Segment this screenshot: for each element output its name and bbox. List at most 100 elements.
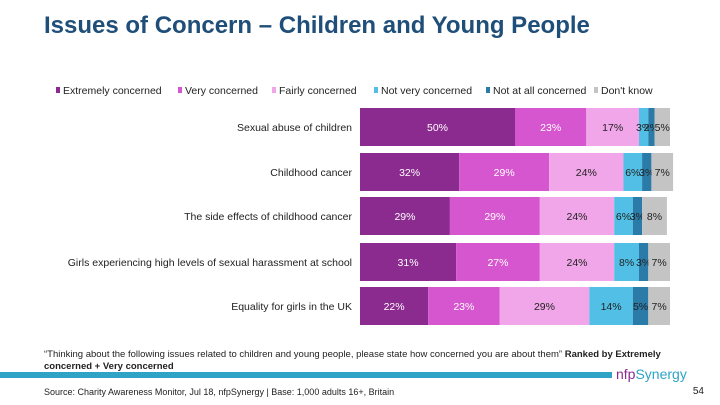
legend-item-extremely-concerned: Extremely concerned (56, 85, 162, 97)
data-label: 22% (384, 301, 405, 313)
bar-not-very-concerned (639, 108, 649, 146)
row-the-side-effects-of-childhood-cancer: The side effects of childhood cancer 29% 2… (184, 197, 667, 235)
bar-very-concerned (515, 108, 587, 146)
legend-label: Not at all concerned (493, 85, 587, 97)
category-label: Equality for girls in the UK (231, 301, 352, 313)
bar-not-at-all-concerned (642, 153, 652, 191)
nfpsynergy-logo: nfpSynergy (616, 366, 687, 382)
bar-don-t-know (654, 108, 670, 146)
legend-label: Don't know (601, 85, 653, 97)
bar-not-at-all-concerned (632, 287, 649, 325)
data-label: 3% (639, 167, 654, 179)
bar-fairly-concerned (539, 243, 615, 281)
legend-swatch (178, 87, 182, 93)
legend-item-very-concerned: Very concerned (178, 85, 258, 97)
bar-very-concerned (456, 243, 540, 281)
bar-extremely-concerned (360, 287, 429, 325)
bar-extremely-concerned (360, 153, 460, 191)
bar-very-concerned (449, 197, 540, 235)
bar-not-very-concerned (623, 153, 643, 191)
legend-swatch (486, 87, 490, 93)
legend-label: Not very concerned (381, 85, 472, 97)
legend-label: Fairly concerned (279, 85, 357, 97)
data-label: 14% (601, 301, 622, 313)
data-label: 8% (647, 211, 662, 223)
data-label: 3% (636, 257, 651, 269)
bar-not-very-concerned (614, 243, 639, 281)
row-childhood-cancer: Childhood cancer 32% 29% 24% 6%3% 7% (270, 153, 674, 191)
bar-not-at-all-concerned (632, 197, 643, 235)
data-label: 17% (602, 122, 623, 134)
data-label: 23% (540, 122, 561, 134)
data-label: 50% (427, 122, 448, 134)
bar-fairly-concerned (499, 287, 590, 325)
legend-swatch (374, 87, 378, 93)
data-label: 7% (652, 301, 667, 313)
bar-extremely-concerned (360, 108, 515, 146)
data-label: 8% (619, 257, 634, 269)
bar-don-t-know (651, 153, 674, 191)
data-label: 31% (398, 257, 419, 269)
category-label: The side effects of childhood cancer (184, 211, 352, 223)
data-label: 3% (630, 211, 645, 223)
data-label: 29% (394, 211, 415, 223)
bar-don-t-know (648, 287, 670, 325)
legend-item-don-t-know: Don't know (594, 85, 653, 97)
bar-fairly-concerned (549, 153, 624, 191)
source-note: Source: Charity Awareness Monitor, Jul 1… (44, 387, 395, 397)
data-label: 3% (636, 122, 651, 134)
stacked-bar-chart: Extremely concerned Very concerned Fairly … (56, 85, 674, 325)
legend: Extremely concerned Very concerned Fairly … (56, 85, 653, 97)
data-label: 5% (655, 122, 670, 134)
legend-item-fairly-concerned: Fairly concerned (272, 85, 357, 97)
row-equality-for-girls-in-the-uk: Equality for girls in the UK 22% 23% 29% 14%… (231, 287, 670, 325)
data-label: 27% (487, 257, 508, 269)
row-sexual-abuse-of-children: Sexual abuse of children 50% 23% 17% 3%2%5% (237, 108, 670, 146)
data-label: 23% (453, 301, 474, 313)
data-label: 7% (652, 257, 667, 269)
bar-extremely-concerned (360, 197, 450, 235)
legend-swatch (594, 87, 598, 93)
bar-don-t-know (648, 243, 670, 281)
bar-not-very-concerned (614, 197, 633, 235)
legend-swatch (56, 87, 60, 93)
legend-swatch (272, 87, 276, 93)
bar-fairly-concerned (586, 108, 639, 146)
data-label: 29% (484, 211, 505, 223)
category-label: Sexual abuse of children (237, 122, 352, 134)
bar-not-at-all-concerned (648, 108, 655, 146)
bar-fairly-concerned (539, 197, 615, 235)
legend-label: Very concerned (185, 85, 258, 97)
category-label: Childhood cancer (270, 167, 352, 179)
chart-rows: Sexual abuse of children 50% 23% 17% 3%2%5%C… (68, 108, 674, 325)
data-label: 24% (566, 211, 587, 223)
note-ranking: Ranked by Extremely concerned + Very con… (44, 349, 661, 372)
data-label: 24% (576, 167, 597, 179)
bar-not-very-concerned (589, 287, 633, 325)
data-label: 24% (566, 257, 587, 269)
bar-extremely-concerned (360, 243, 457, 281)
page-title: Issues of Concern – Children and Young P… (44, 12, 590, 39)
logo-suffix: Synergy (635, 366, 687, 382)
bar-very-concerned (428, 287, 500, 325)
legend-item-not-at-all-concerned: Not at all concerned (486, 85, 587, 97)
data-label: 7% (655, 167, 670, 179)
bar-don-t-know (642, 197, 667, 235)
data-label: 29% (494, 167, 515, 179)
data-label: 6% (625, 167, 640, 179)
bar-not-at-all-concerned (639, 243, 649, 281)
data-label: 6% (616, 211, 631, 223)
footer-bar (0, 372, 612, 378)
data-label: 29% (534, 301, 555, 313)
row-girls-experiencing-high-levels-of-sexual-harassment-at-school: Girls experiencing high levels of sexual… (68, 243, 670, 281)
bar-very-concerned (459, 153, 550, 191)
data-label: 5% (633, 301, 648, 313)
survey-question-note: “Thinking about the following issues rel… (44, 349, 664, 373)
legend-label: Extremely concerned (63, 85, 162, 97)
legend-item-not-very-concerned: Not very concerned (374, 85, 472, 97)
note-text: “Thinking about the following issues rel… (44, 349, 565, 360)
logo-prefix: nfp (616, 366, 636, 382)
data-label: 32% (399, 167, 420, 179)
page-number: 54 (692, 386, 704, 397)
category-label: Girls experiencing high levels of sexual… (68, 257, 352, 269)
